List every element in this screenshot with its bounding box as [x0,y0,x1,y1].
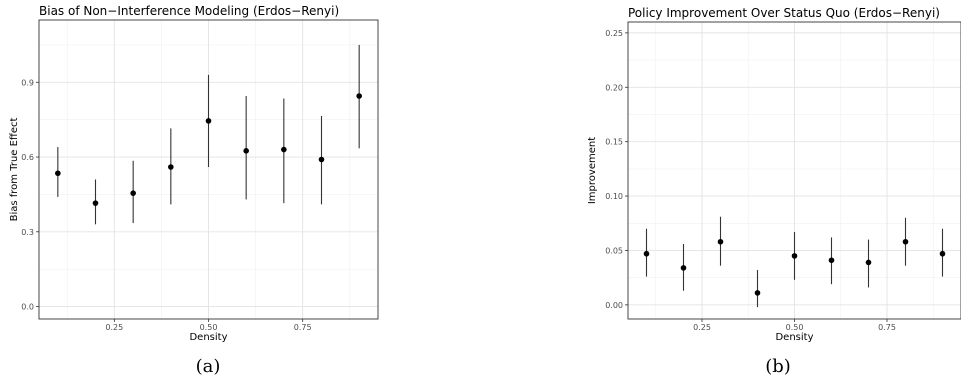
x-tick-label: 0.50 [200,323,218,332]
data-point [754,290,761,296]
y-tick-label: 0.25 [605,29,623,38]
data-point [92,200,99,206]
chart-title: Bias of Non−Interference Modeling (Erdos… [39,4,339,18]
x-tick-label: 0.75 [878,323,896,332]
data-point [281,146,287,153]
data-point [168,164,174,170]
y-tick-label: 0.10 [605,192,623,201]
caption-a: (a) [195,356,221,377]
x-tick-label: 0.25 [105,323,123,332]
y-tick-label: 0.00 [605,301,623,310]
data-point [55,170,61,177]
data-point [717,238,724,245]
data-point [865,259,872,266]
data-point [356,93,362,99]
data-point [243,148,249,154]
x-tick-label: 0.50 [786,323,804,332]
x-axis-label: Density [775,332,813,343]
y-tick-label: 0.6 [21,153,34,162]
chart-title: Policy Improvement Over Status Quo (Erdo… [628,6,940,20]
chart-panel-b: 0.25 0.50 0.75 0.00 0.05 0.10 0.15 0.20 0.25 Dens… [560,0,961,350]
data-point [205,118,212,124]
y-axis-label: Bias from True Effect [9,118,20,222]
y-tick-label: 0.15 [605,138,623,147]
y-tick-label: 0.3 [21,228,34,237]
chart-a: 0.25 0.50 0.75 0.0 0.3 0.6 0.9 Density Bias from… [9,4,379,343]
data-point [828,257,835,264]
chart-panel-a: 0.25 0.50 0.75 0.0 0.3 0.6 0.9 Density Bias from… [0,0,400,350]
data-point [318,156,325,163]
data-point [680,265,687,271]
y-tick-label: 0.0 [21,303,34,312]
caption-b: (b) [765,356,791,377]
data-point [130,190,136,196]
data-point [902,238,909,245]
data-point [939,250,946,257]
data-point [643,250,650,257]
data-point [791,253,798,259]
y-tick-label: 0.9 [21,78,34,87]
x-axis-label: Density [189,332,227,343]
chart-b: 0.25 0.50 0.75 0.00 0.05 0.10 0.15 0.20 0.25 Dens… [587,6,961,343]
x-tick-label: 0.75 [294,323,312,332]
y-tick-label: 0.20 [605,83,623,92]
x-tick-label: 0.25 [693,323,711,332]
y-axis-label: Improvement [587,137,598,204]
y-tick-label: 0.05 [605,246,623,255]
